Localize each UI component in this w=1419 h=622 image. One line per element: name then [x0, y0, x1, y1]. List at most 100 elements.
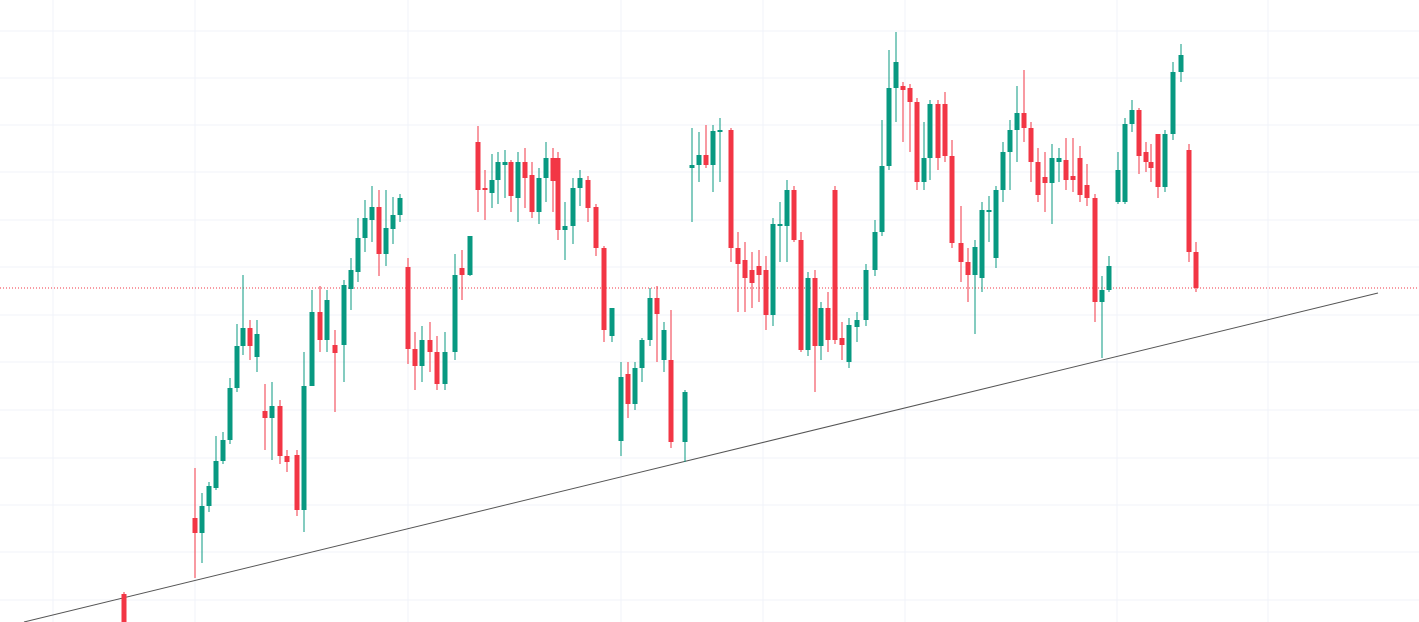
candle-body [577, 178, 583, 188]
candle-body [1170, 72, 1176, 134]
candle-body [562, 226, 568, 230]
candle-body [240, 328, 246, 346]
candle-body [199, 506, 205, 533]
candle-body [839, 338, 845, 345]
candle-body [1049, 158, 1055, 183]
candle-body [972, 247, 978, 275]
candle-body [277, 406, 283, 456]
candle-body [805, 278, 811, 350]
candle-body [570, 188, 576, 226]
candle-body [1042, 177, 1048, 183]
candle-body [949, 156, 955, 243]
candle-body [703, 155, 709, 165]
candle-body [1106, 266, 1112, 290]
candle-body [654, 298, 660, 314]
candle-body [907, 88, 913, 102]
candle-body [886, 88, 892, 166]
candle-body [522, 162, 528, 178]
candle-body [682, 392, 688, 442]
candle-body [405, 267, 411, 349]
candle-body [324, 300, 330, 340]
candle-body [728, 130, 734, 248]
candle-body [543, 158, 549, 178]
candle-body [1155, 134, 1161, 187]
candle-body [965, 262, 971, 275]
candle-body [383, 228, 389, 254]
candle-body [618, 377, 624, 441]
candle-body [846, 325, 852, 362]
candle-body [442, 352, 448, 384]
candle-body [1099, 290, 1105, 302]
candle-body [419, 340, 425, 366]
candle-body [1193, 252, 1199, 288]
candle-body [717, 130, 723, 132]
candle-body [213, 461, 219, 488]
candle-body [390, 215, 396, 229]
candle-body [601, 248, 607, 330]
candle-body [625, 374, 631, 404]
candle-body [661, 330, 667, 360]
candle-body [791, 190, 797, 240]
candle-body [710, 131, 716, 165]
candle-body [854, 320, 860, 327]
candle-body [770, 224, 776, 315]
candle-body [376, 207, 382, 254]
candle-body [1092, 198, 1098, 302]
candle-body [1178, 55, 1184, 72]
candle-body [689, 165, 695, 168]
candle-body [317, 312, 323, 340]
candle-body [550, 158, 556, 181]
candle-body [1186, 150, 1192, 252]
candle-body [812, 278, 818, 346]
candle-body [1143, 152, 1149, 162]
candle-body [1035, 162, 1041, 195]
candle-body [475, 142, 481, 190]
candle-body [434, 352, 440, 384]
candle-body [348, 270, 354, 289]
candle-body [495, 162, 501, 180]
candle-body [784, 190, 790, 226]
candle-body [825, 308, 831, 340]
candle-body [893, 62, 899, 88]
candle-body [412, 349, 418, 366]
candle-body [735, 248, 741, 264]
candle-body [341, 285, 347, 345]
candle-body [1021, 113, 1027, 128]
candle-body [585, 180, 591, 208]
candle-body [452, 275, 458, 352]
candle-body [529, 175, 535, 212]
candle-body [269, 406, 275, 418]
candle-body [355, 238, 361, 272]
candle-body [489, 180, 495, 193]
candle-body [900, 86, 906, 90]
candle-body [756, 266, 762, 275]
candle-body [696, 155, 702, 165]
candle-body [914, 102, 920, 182]
candle-body [192, 518, 198, 533]
candle-body [593, 207, 599, 248]
candle-body [227, 388, 233, 440]
candle-body [1063, 160, 1069, 180]
candle-body [818, 308, 824, 346]
candle-body [482, 188, 488, 190]
candle-body [301, 386, 307, 510]
candle-body [872, 232, 878, 270]
candle-body [309, 312, 315, 386]
candle-body [459, 268, 465, 275]
candle-body [555, 158, 561, 230]
candle-body [1148, 162, 1154, 168]
candle-body [1007, 130, 1013, 152]
candle-body [502, 162, 508, 165]
candle-body [993, 190, 999, 258]
candle-body [1056, 158, 1062, 162]
candle-body [1070, 176, 1076, 180]
candle-body [749, 270, 755, 283]
candle-body [979, 210, 985, 278]
candle-body [1028, 128, 1034, 162]
candle-body [632, 368, 638, 404]
candle-body [284, 456, 290, 462]
candle-body [332, 345, 338, 353]
candle-body [742, 260, 748, 278]
